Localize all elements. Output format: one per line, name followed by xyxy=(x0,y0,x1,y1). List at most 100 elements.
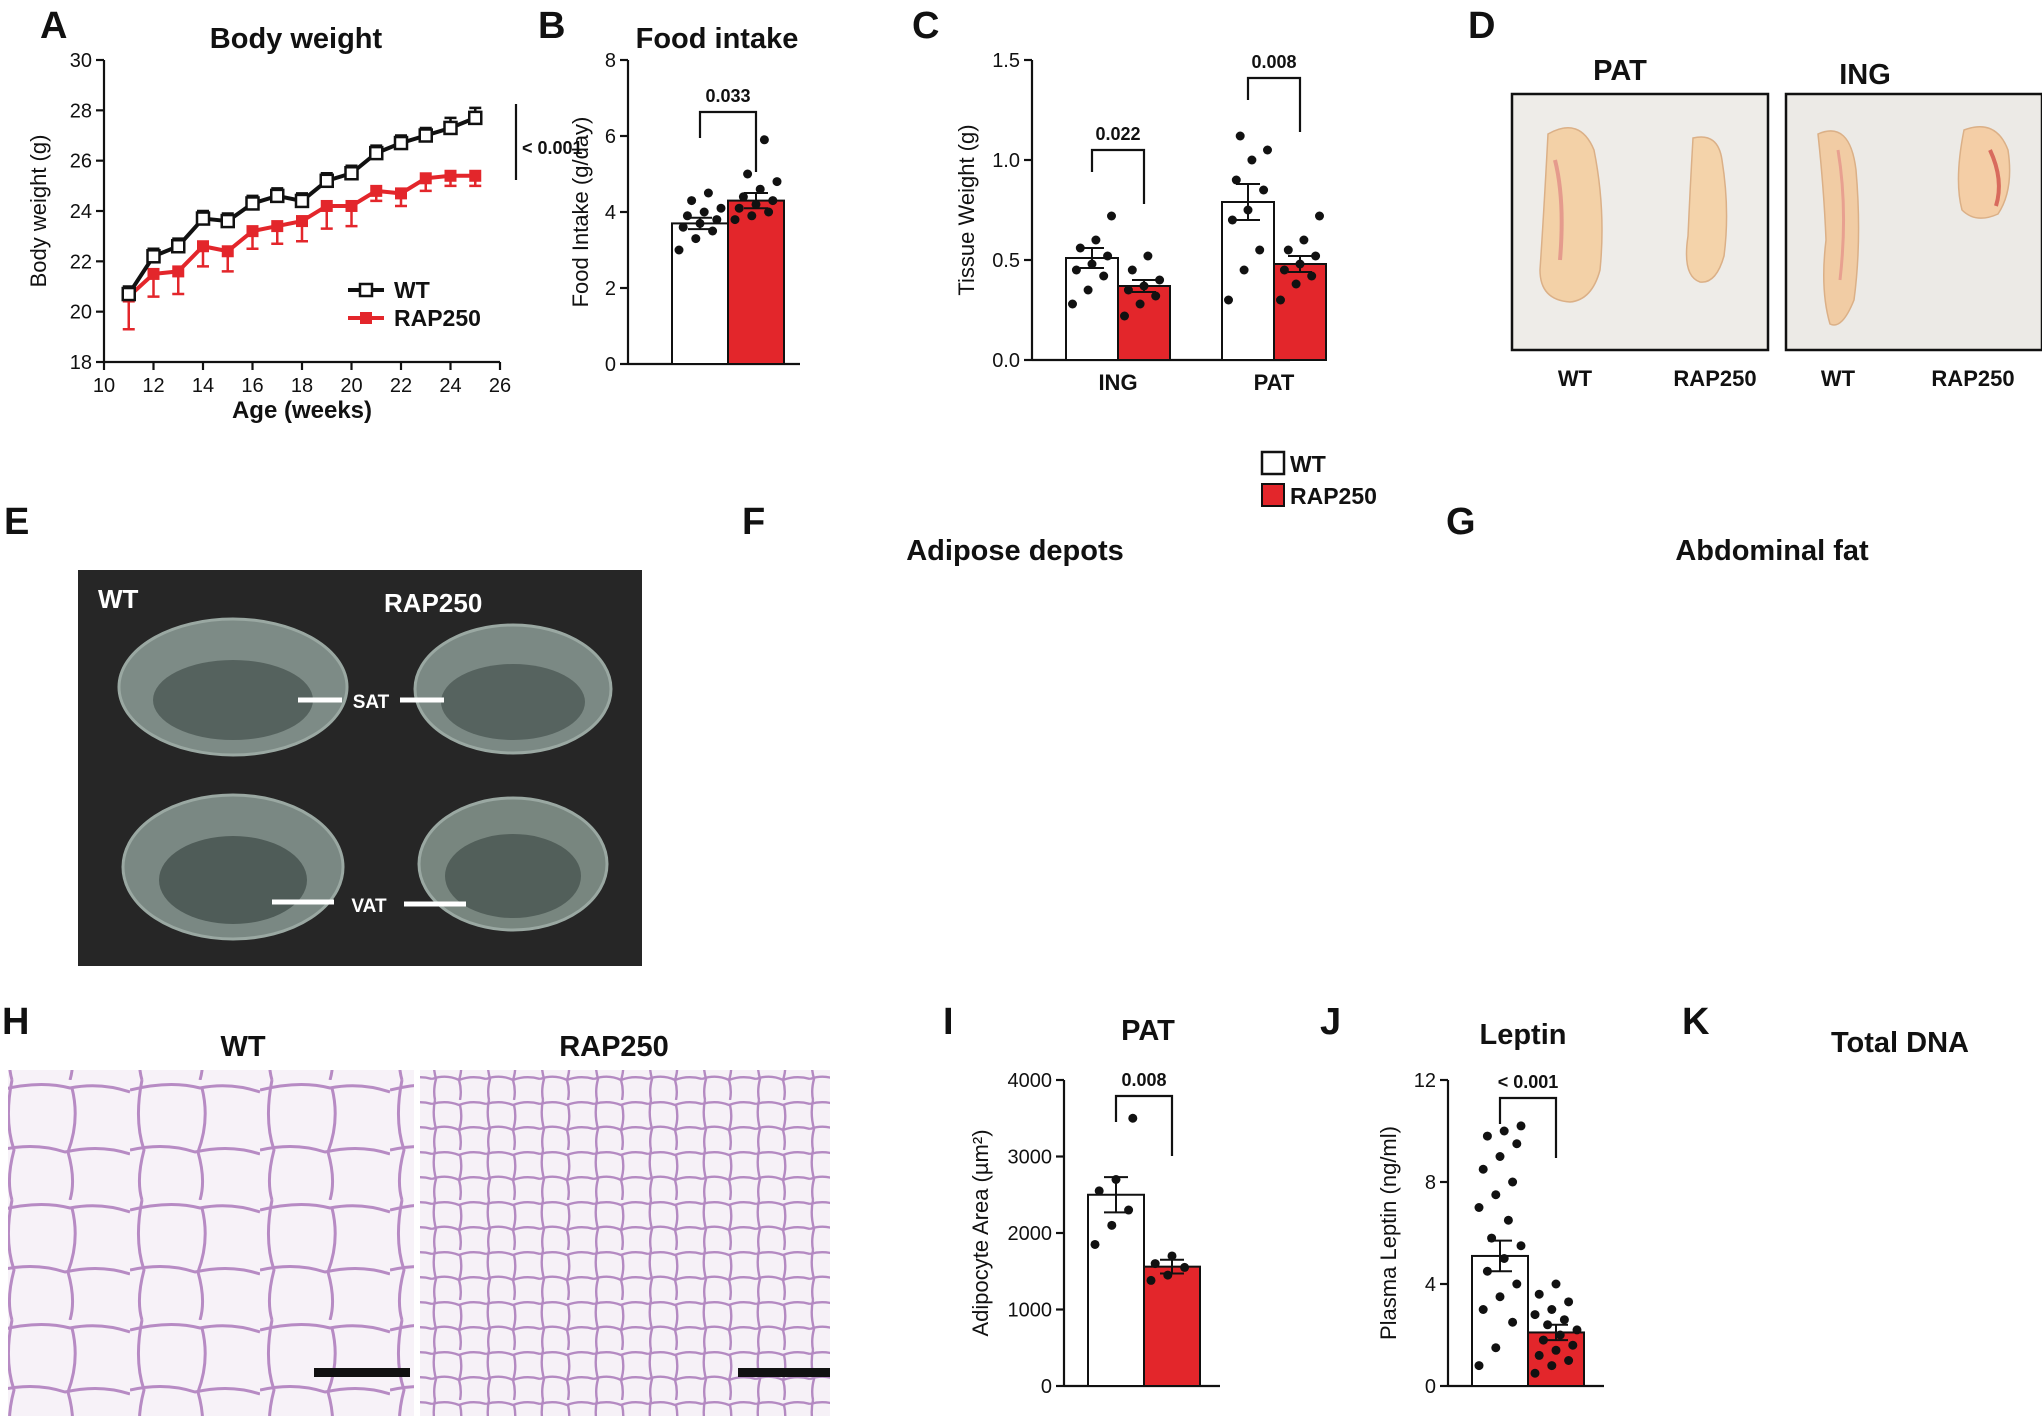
c-ytick-label-2: 1.0 xyxy=(992,150,1020,172)
b-wt-point-9 xyxy=(687,196,697,206)
a-rap250-marker-14 xyxy=(469,169,482,182)
c-ing-rap250-point-4 xyxy=(1139,281,1149,291)
i-rap250-point-4 xyxy=(1167,1251,1177,1261)
a-rap250-marker-10 xyxy=(370,184,383,197)
b-rap250-point-1 xyxy=(747,211,757,221)
c-pat-rap250-point-6 xyxy=(1283,245,1293,255)
a-wt-marker-6 xyxy=(270,188,285,204)
a-wt-marker-2 xyxy=(171,238,186,254)
b-wt-point-2 xyxy=(708,226,718,236)
fat-tissue-rap250-pat xyxy=(1685,136,1728,283)
ct-label-sat: SAT xyxy=(353,692,390,713)
b-wt-point-7 xyxy=(699,207,709,217)
ct-scan-e xyxy=(78,570,642,966)
a-ylabel: Body weight (g) xyxy=(26,135,51,288)
panel-label-f: F xyxy=(742,501,765,543)
photo-d-ing xyxy=(1784,92,2042,352)
a-xtick-label-6: 22 xyxy=(390,375,412,397)
j-rap250-point-14 xyxy=(1534,1289,1544,1299)
a-rap250-marker-5 xyxy=(246,225,259,238)
a-rap250-marker-11 xyxy=(395,187,407,200)
chart-c-tissue-weight: 0.0 0.5 1.0 1.5 Tissue Weight (g) ING 0.022 PAT… xyxy=(954,50,1327,395)
j-rap250-point-9 xyxy=(1543,1320,1553,1330)
b-wt-point-3 xyxy=(678,222,688,232)
panel-label-g: G xyxy=(1446,501,1476,543)
a-xtick-label-2: 14 xyxy=(192,375,214,397)
c-pat-rap250-point-5 xyxy=(1311,251,1321,261)
i-wt-point-4 xyxy=(1111,1174,1121,1184)
legend-f: WT RAP250 xyxy=(1260,450,1377,509)
panel-label-i: I xyxy=(943,1001,954,1043)
b-rap250-point-9 xyxy=(743,169,753,179)
j-wt-point-15 xyxy=(1495,1152,1505,1161)
photo-d-label-pat: PAT xyxy=(1593,55,1647,87)
c-ing-rap250-point-0 xyxy=(1120,311,1129,321)
c-ing-wt-point-6 xyxy=(1075,243,1085,253)
chart-b-food-intake: 0 2 4 6 8 Food Intake (g/day) 0.033 xyxy=(568,50,800,376)
a-wt-marker-1 xyxy=(146,249,161,264)
b-rap250-point-2 xyxy=(764,207,774,217)
ct-label-wt: WT xyxy=(98,584,139,614)
j-rap250-point-4 xyxy=(1551,1345,1561,1355)
chart-j-leptin: 0 4 8 12 Plasma Leptin (ng/ml) < 0.001 xyxy=(1376,1070,1604,1398)
a-wt-marker-8 xyxy=(319,173,334,189)
c-ytick-label-3: 1.5 xyxy=(992,50,1020,72)
j-wt-point-11 xyxy=(1474,1203,1484,1212)
title-g: Abdominal fat xyxy=(1675,535,1869,567)
c-pat-rap250-point-2 xyxy=(1307,271,1317,281)
i-ytick-label-3: 3000 xyxy=(1008,1147,1053,1169)
title-i: PAT xyxy=(1121,1015,1175,1047)
a-xtick-label-7: 24 xyxy=(439,375,461,397)
b-rap250-point-4 xyxy=(751,199,761,209)
chart-f-adipose-depots: 01020304050Fat Volume(% of abdominal vol… xyxy=(0,0,25,5)
a-wt-marker-3 xyxy=(195,211,211,226)
a-ytick-label-6: 30 xyxy=(70,50,92,72)
a-rap250-marker-6 xyxy=(271,220,284,233)
c-pat-bracket xyxy=(1246,76,1302,132)
b-ytick-label-4: 8 xyxy=(605,50,616,72)
j-wt-point-4 xyxy=(1495,1292,1505,1302)
c-ing-wt-point-7 xyxy=(1091,235,1101,245)
a-ytick-label-3: 24 xyxy=(70,201,92,223)
b-ytick-label-2: 4 xyxy=(605,202,616,224)
a-wt-marker-9 xyxy=(344,166,359,181)
j-rap250-point-12 xyxy=(1547,1305,1557,1314)
b-ytick-label-1: 2 xyxy=(605,278,616,300)
title-j: Leptin xyxy=(1480,1019,1567,1051)
i-wt-point-2 xyxy=(1124,1205,1134,1215)
a-rap250-marker-2 xyxy=(172,265,185,278)
title-k: Total DNA xyxy=(1831,1027,1969,1059)
a-rap250-marker-13 xyxy=(444,169,457,182)
c-pat-wt-point-8 xyxy=(1263,145,1272,155)
a-wt-marker-7 xyxy=(294,193,310,209)
b-rap250-point-3 xyxy=(734,203,744,213)
j-rap250-point-3 xyxy=(1534,1350,1544,1360)
i-ytick-label-1: 1000 xyxy=(1008,1300,1053,1322)
c-ing-rap250-point-5 xyxy=(1155,275,1165,285)
a-xtick-label-8: 26 xyxy=(489,375,511,397)
a-rap250-marker-7 xyxy=(296,215,308,228)
photo-d-rap250-1: RAP250 xyxy=(1673,366,1756,391)
photo-d-wt-1: WT xyxy=(1558,366,1593,391)
a-rap250-marker-9 xyxy=(345,199,358,212)
ct-label-vat: VAT xyxy=(351,896,387,917)
a-annotation: < 0.001 xyxy=(522,138,583,158)
j-ytick-label-3: 12 xyxy=(1414,1070,1436,1092)
legend-f-rap250-swatch xyxy=(1261,483,1285,507)
a-legend-rap250-label: RAP250 xyxy=(394,305,481,331)
c-ing-rap250-point-6 xyxy=(1127,265,1137,275)
c-pat-pvalue: 0.008 xyxy=(1251,52,1296,72)
c-category-ing: ING xyxy=(1098,370,1137,395)
panel-label-e: E xyxy=(4,501,29,543)
j-wt-point-12 xyxy=(1491,1190,1501,1200)
panel-label-d: D xyxy=(1468,5,1495,47)
j-rap250-point-0 xyxy=(1530,1368,1540,1378)
j-wt-point-17 xyxy=(1482,1131,1492,1141)
title-b: Food intake xyxy=(636,23,799,55)
b-wt-point-6 xyxy=(682,211,692,221)
fat-tissue-wt-pat xyxy=(1539,127,1603,303)
j-rap250-point-10 xyxy=(1559,1315,1569,1325)
b-wt-point-8 xyxy=(716,203,726,213)
c-pat-rap250-point-0 xyxy=(1276,295,1285,305)
